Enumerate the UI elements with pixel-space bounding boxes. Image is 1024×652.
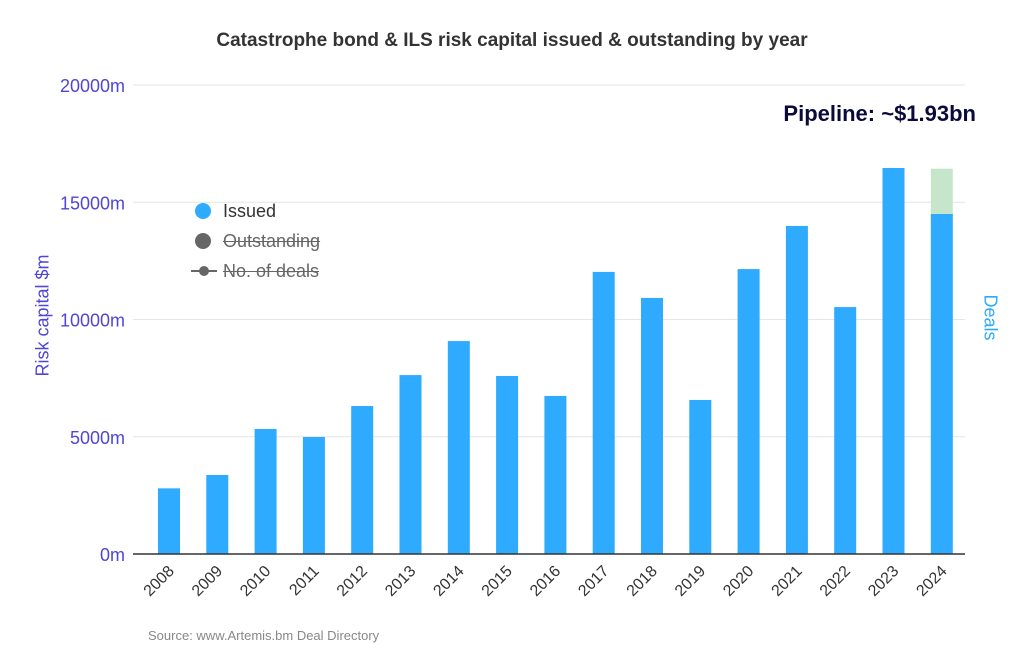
bar-issued-2016: [544, 395, 567, 554]
legend-item-issued[interactable]: Issued: [195, 196, 320, 226]
bar-issued-2019: [689, 399, 712, 554]
y-tick-label: 5000m: [70, 428, 125, 448]
x-tick-label: 2016: [527, 563, 564, 600]
bar-issued-2010: [254, 429, 277, 554]
bar-issued-2024: [930, 213, 953, 554]
bar-issued-2021: [785, 225, 808, 554]
legend-label: Outstanding: [223, 230, 321, 251]
x-tick-label: 2013: [382, 563, 419, 600]
bar-issued-2020: [737, 269, 760, 554]
legend-label: No. of deals: [223, 260, 320, 281]
circle-icon: [195, 233, 211, 249]
bar-issued-2018: [641, 297, 663, 554]
bar-issued-2017: [592, 271, 615, 554]
source-note: Source: www.Artemis.bm Deal Directory: [148, 628, 380, 643]
bar-issued-2011: [302, 436, 325, 554]
x-tick-label: 2022: [817, 563, 854, 600]
x-tick-label: 2020: [720, 563, 757, 600]
x-tick-label: 2021: [769, 563, 806, 600]
x-tick-label: 2012: [334, 563, 371, 600]
y-tick-label: 10000m: [60, 311, 125, 331]
x-tick-label: 2011: [286, 563, 322, 599]
legend: Issued Outstanding No. of deals: [191, 196, 320, 286]
line-marker-icon: [191, 263, 217, 279]
x-tick-label: 2008: [141, 563, 178, 600]
bar-issued-2015: [496, 376, 519, 554]
x-tick-label: 2023: [865, 563, 902, 600]
x-tick-label: 2015: [479, 563, 516, 600]
bar-issued-2012: [351, 406, 374, 554]
y-tick-label: 15000m: [60, 193, 125, 213]
bar-issued-2014: [447, 341, 470, 554]
x-tick-label: 2014: [430, 563, 467, 600]
x-tick-label: 2009: [189, 563, 226, 600]
x-tick-label: 2010: [237, 563, 274, 600]
y2-axis-label: Deals: [980, 294, 1001, 341]
bar-issued-2013: [399, 375, 422, 554]
pipeline-annotation: Pipeline: ~$1.93bn: [783, 101, 976, 126]
x-tick-label: 2018: [624, 563, 661, 600]
legend-item-deals[interactable]: No. of deals: [191, 256, 320, 286]
bar-issued-2022: [834, 307, 857, 554]
bar-issued-2009: [206, 474, 229, 554]
x-tick-label: 2024: [913, 563, 950, 600]
circle-icon: [195, 203, 211, 219]
chart-title: Catastrophe bond & ILS risk capital issu…: [216, 30, 808, 51]
bar-issued-2008: [158, 488, 180, 554]
x-tick-label: 2019: [672, 563, 709, 600]
legend-item-outstanding[interactable]: Outstanding: [195, 226, 320, 256]
x-tick-label: 2017: [575, 563, 612, 600]
y-tick-label: 0m: [100, 545, 125, 565]
y-tick-label: 20000m: [60, 76, 125, 96]
y-axis-label: Risk capital $m: [32, 254, 53, 377]
bar-pipeline-2024: [930, 168, 953, 214]
legend-label: Issued: [223, 200, 277, 221]
bar-issued-2023: [882, 168, 905, 554]
